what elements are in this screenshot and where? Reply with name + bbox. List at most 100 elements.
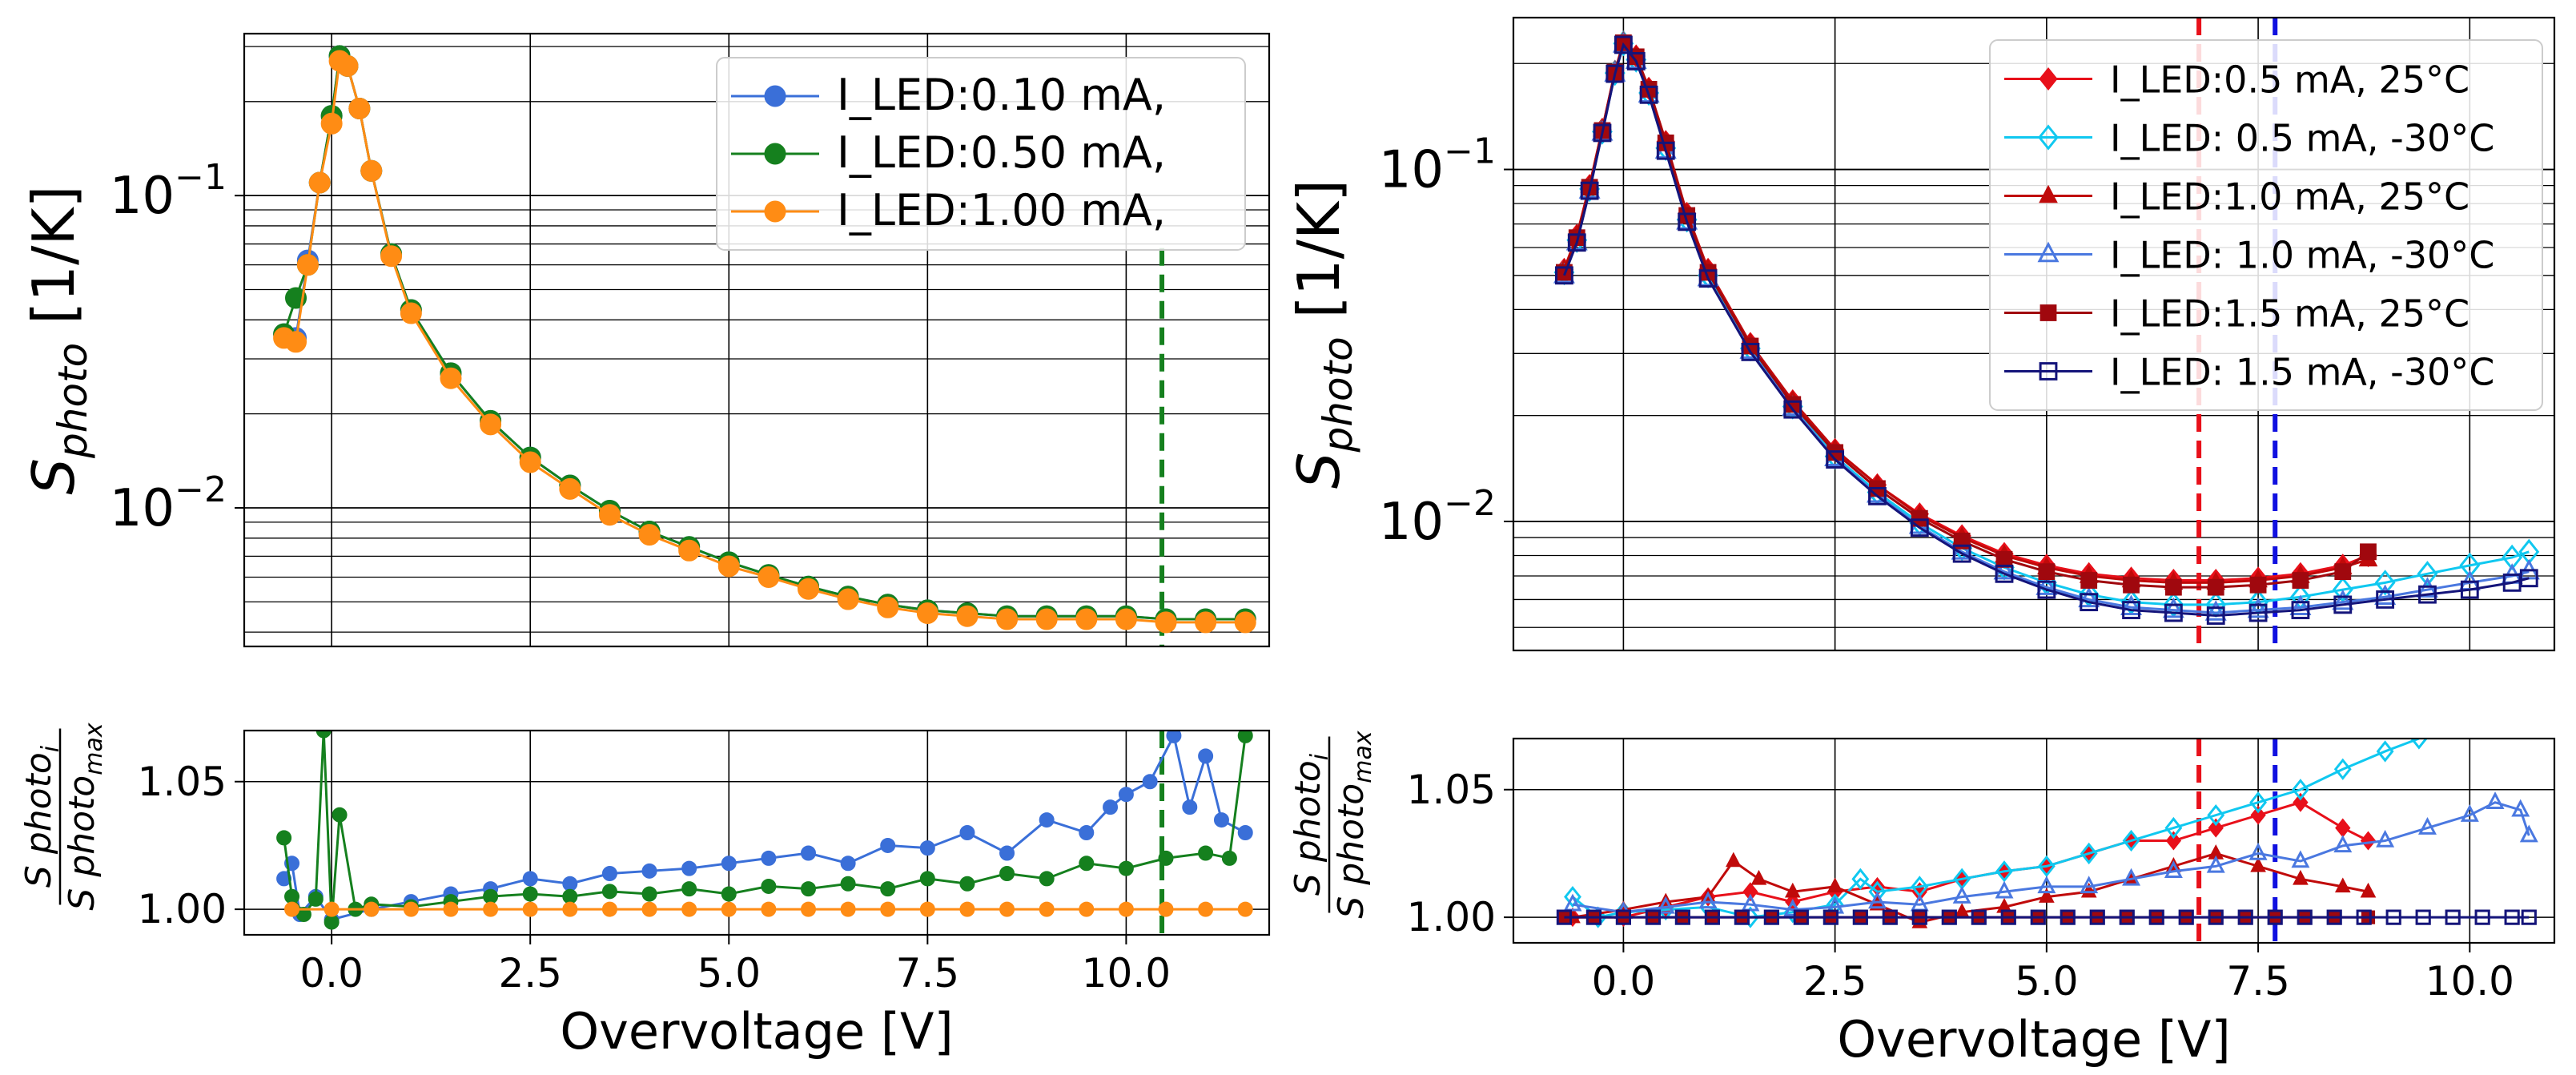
data-point [562,876,578,892]
data-point [2206,606,2225,625]
data-point [2385,909,2401,925]
data-point [1793,909,1809,925]
data-point [2289,594,2312,615]
data-point [641,863,657,879]
y-tick-label: 1.05 [138,759,227,805]
data-point [2120,594,2143,615]
data-point [2332,589,2354,610]
legend-entry: I_LED: 1.0 mA, -30°C [2110,234,2494,277]
data-point [1158,901,1174,917]
data-point [1237,731,1253,743]
data-point [996,608,1019,630]
y-tick-base: 10 [1379,141,1444,200]
legend-marker [2040,304,2057,321]
data-point [2445,909,2461,925]
data-point [2293,792,2309,812]
data-point [1580,181,1599,200]
data-point [1079,856,1095,872]
data-point [2333,595,2353,614]
data-point [1234,611,1256,634]
data-point [2165,831,2182,851]
data-point [2502,544,2523,571]
data-point [364,901,380,917]
data-point [681,881,697,897]
y-tick-exp: −2 [1444,483,1496,524]
data-point [1656,896,1675,914]
data-point [2460,580,2479,599]
data-point [522,886,538,902]
data-point [1626,52,1646,70]
data-point [336,54,359,77]
data-point [1741,342,1760,361]
data-point [2038,563,2056,581]
y-tick-label: 10−1 [1379,131,1496,200]
data-point [1995,880,2014,899]
data-point [2460,804,2479,822]
data-point [1656,141,1675,160]
data-point [959,901,975,917]
data-point [598,504,621,526]
data-point [1852,909,1868,925]
data-point [761,878,777,894]
data-point [2207,803,2225,827]
data-point [1826,450,1845,469]
data-point [956,605,979,627]
ratio-denominator: S photomax [62,723,108,910]
data-point [1237,825,1253,840]
data-point [2080,882,2097,898]
data-point [761,850,777,866]
data-point [1783,400,1802,419]
data-point [2360,543,2377,561]
data-point [840,856,856,872]
data-point [638,524,661,546]
data-point [307,891,324,907]
legend-marker [2039,362,2058,380]
data-point [959,876,975,892]
data-point [2332,576,2353,603]
data-point [2248,603,2268,622]
series-line [1572,739,2420,919]
legend-entry: I_LED:0.50 mA, [837,127,1166,178]
data-point [1039,871,1055,887]
data-point [2360,882,2377,898]
data-point [2326,909,2342,925]
data-point [641,886,657,902]
data-point [1868,486,1887,505]
data-point [1198,748,1214,764]
y-tick-exp: −1 [1444,131,1496,172]
data-point [2292,572,2309,589]
data-point [1674,909,1690,925]
data-point [2418,585,2437,604]
y-tick-label: 1.00 [1407,894,1496,940]
data-point [2409,739,2428,750]
data-point [324,914,340,930]
data-point [2511,799,2530,817]
data-point [1995,860,2013,883]
data-point [1142,774,1158,790]
legend-entry: I_LED:0.5 mA, 25°C [2110,58,2470,102]
data-point [1166,731,1182,743]
data-point [2334,563,2352,581]
y-tick-base: 10 [1379,493,1444,552]
data-point [2164,603,2183,622]
data-point [1784,882,1801,898]
data-point [2035,574,2058,595]
x-tick-label: 10.0 [1082,950,1171,996]
data-point [2333,758,2352,780]
data-point [2080,593,2099,612]
y-tick-exp: −2 [175,469,227,510]
data-point [296,254,319,276]
data-point [761,901,777,917]
x-tick-label: 10.0 [2425,958,2514,1005]
y-tick-base: 10 [110,167,175,226]
data-point [1182,799,1198,815]
plot-area [1553,30,2540,625]
data-point [1075,608,1098,630]
data-point [1995,550,2013,568]
data-point [276,871,292,887]
data-point [2247,597,2269,618]
legend-marker [764,143,786,165]
data-point [2237,909,2253,925]
data-point [2164,816,2183,839]
